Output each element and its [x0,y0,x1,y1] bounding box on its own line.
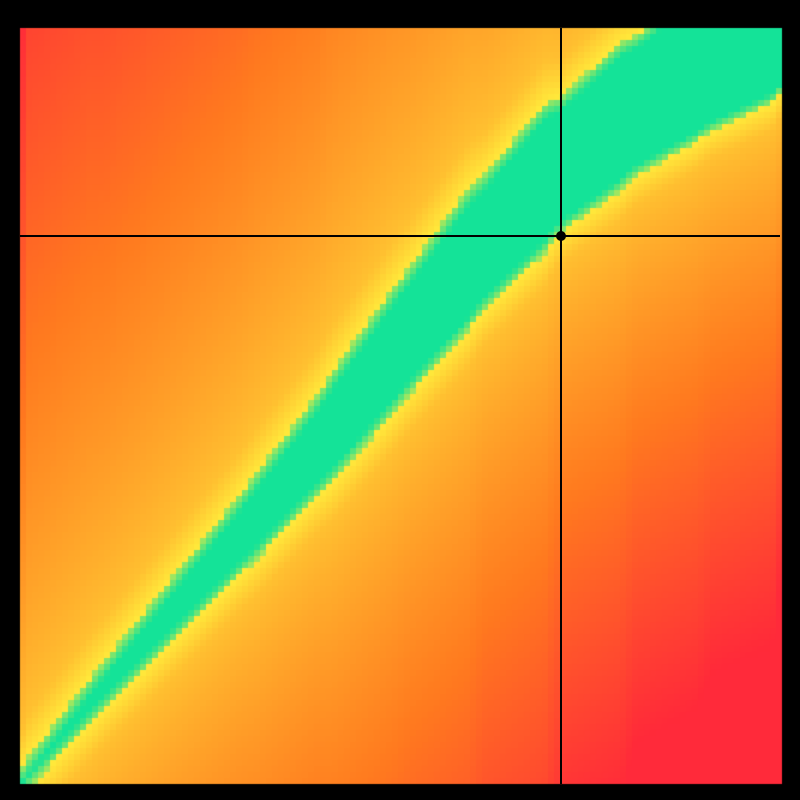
crosshair-marker [556,231,566,241]
crosshair-horizontal [20,235,780,237]
crosshair-vertical [560,28,562,784]
bottleneck-heatmap [0,0,800,800]
